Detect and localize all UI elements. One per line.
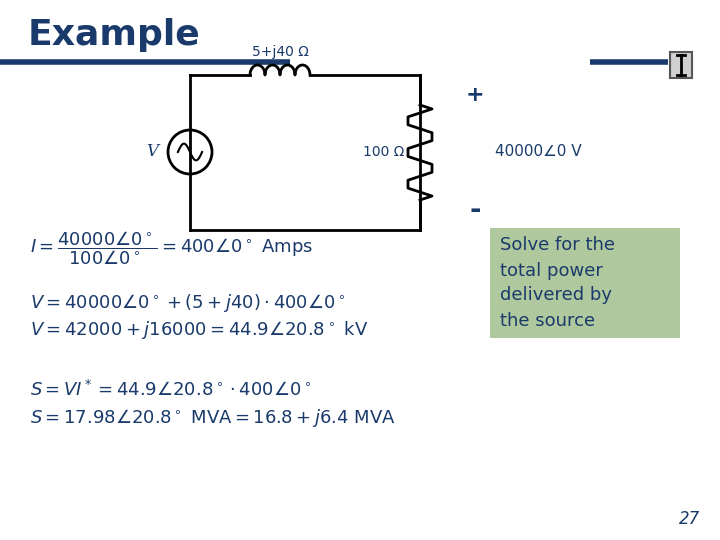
Text: $V = 42000 + j16000 = 44.9\angle 20.8^\circ\ \mathrm{kV}$: $V = 42000 + j16000 = 44.9\angle 20.8^\c… [30, 319, 369, 341]
Bar [490, 228, 680, 338]
Text: -: - [469, 196, 481, 224]
Text: +: + [466, 85, 485, 105]
Text: 27: 27 [679, 510, 700, 528]
Text: Solve for the
total power
delivered by
the source: Solve for the total power delivered by t… [500, 237, 615, 329]
Text: 40000∠0 V: 40000∠0 V [495, 145, 582, 159]
Text: $S = VI^* = 44.9\angle 20.8^\circ \cdot 400\angle 0^\circ$: $S = VI^* = 44.9\angle 20.8^\circ \cdot … [30, 380, 311, 400]
Text: 5+j40 Ω: 5+j40 Ω [251, 45, 308, 59]
Text: V: V [146, 144, 158, 160]
Bar [670, 52, 692, 78]
Text: 100 Ω: 100 Ω [363, 145, 404, 159]
Text: $S = 17.98\angle 20.8^\circ\ \mathrm{MVA} = 16.8 + j6.4\ \mathrm{MVA}$: $S = 17.98\angle 20.8^\circ\ \mathrm{MVA… [30, 407, 396, 429]
Text: $V = 40000\angle 0^\circ + (5 + j40)\cdot 400\angle 0^\circ$: $V = 40000\angle 0^\circ + (5 + j40)\cdo… [30, 292, 346, 314]
Text: $I = \dfrac{40000\angle 0^\circ}{100\angle 0^\circ} = 400\angle 0^\circ\ \mathrm: $I = \dfrac{40000\angle 0^\circ}{100\ang… [30, 229, 313, 267]
Text: Example: Example [28, 18, 201, 52]
